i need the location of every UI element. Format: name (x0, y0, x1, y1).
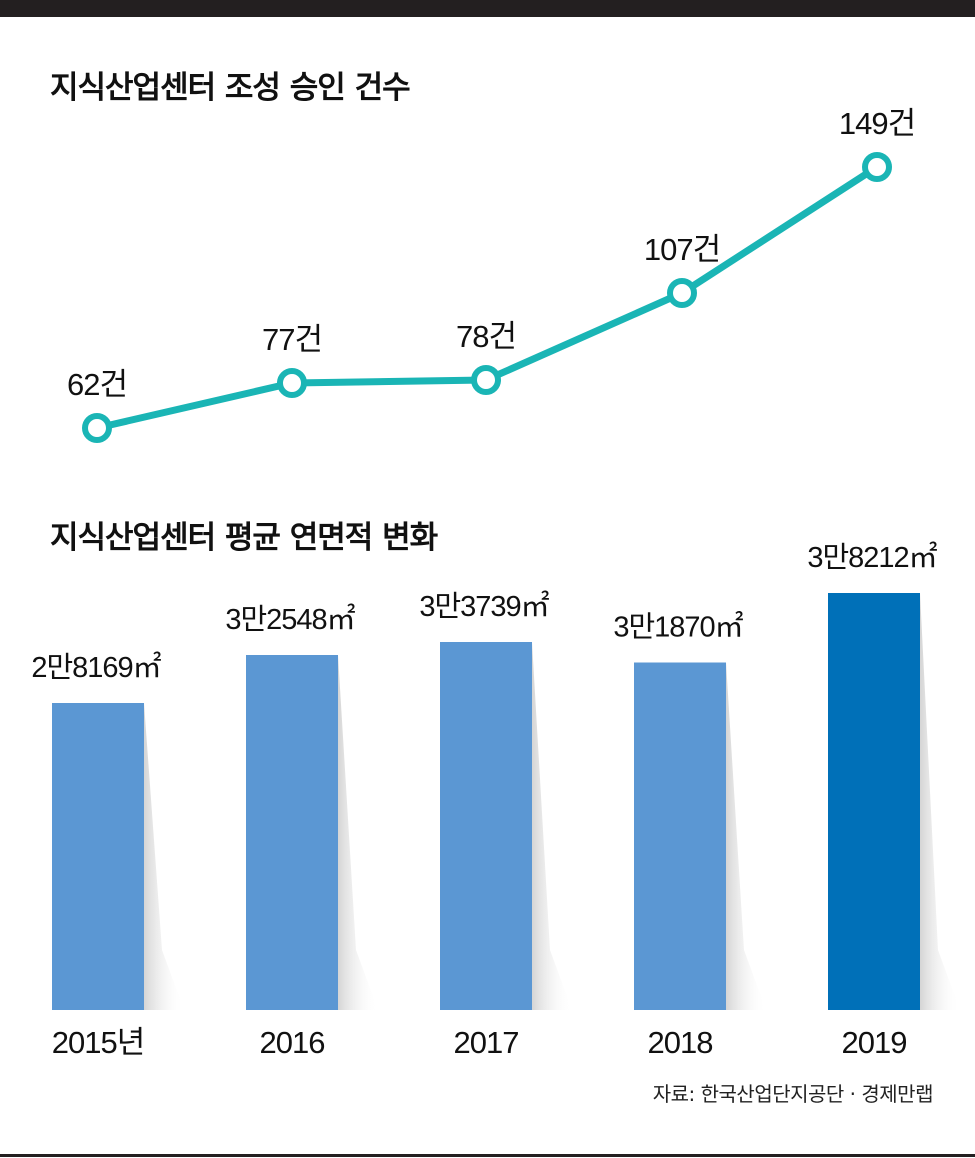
bar-data-label: 3만8212㎡ (807, 541, 937, 574)
line-point (667, 278, 697, 308)
bar-shadow (920, 593, 960, 1010)
x-tick-label: 2019 (842, 1025, 907, 1060)
source-note: 자료: 한국산업단지공단 · 경제만랩 (652, 1082, 934, 1106)
bar-shadow (338, 655, 378, 1010)
line-point (277, 368, 307, 398)
bar (828, 593, 920, 1010)
line-data-label: 78건 (456, 319, 516, 354)
bottom-rule (0, 1154, 975, 1157)
line-point (471, 365, 501, 395)
bar-data-label: 3만3739㎡ (419, 590, 549, 623)
line-data-label: 62건 (67, 367, 127, 402)
line-point (82, 413, 112, 443)
x-tick-label: 2018 (648, 1025, 713, 1060)
line-chart-title: 지식산업센터 조성 승인 건수 (50, 70, 411, 106)
x-tick-label: 2015년 (52, 1025, 144, 1060)
bar-data-label: 3만1870㎡ (613, 611, 743, 644)
line-point (862, 152, 892, 182)
line-data-label: 77건 (262, 322, 322, 357)
line-data-label: 149건 (839, 106, 915, 141)
x-tick-label: 2017 (454, 1025, 519, 1060)
bar-chart-title: 지식산업센터 평균 연면적 변화 (50, 520, 438, 556)
bar-data-label: 2만8169㎡ (31, 651, 161, 684)
top-rule (0, 0, 975, 17)
x-tick-label: 2016 (260, 1025, 325, 1060)
bar-shadow (532, 641, 572, 1010)
bar (440, 642, 532, 1010)
bar (634, 662, 726, 1010)
bar-shadow (144, 703, 184, 1010)
line-chart: 62건 77건 78건 107건 149건 (67, 106, 916, 443)
bar (246, 655, 338, 1010)
bar-chart: 2만8169㎡ 2015년 3만2548㎡ 2016 3만3739㎡ 2017 3만1870… (31, 541, 960, 1060)
bar-data-label: 3만2548㎡ (225, 603, 355, 636)
bar-shadow (726, 662, 766, 1010)
line-data-label: 107건 (644, 232, 720, 267)
bar (52, 703, 144, 1010)
